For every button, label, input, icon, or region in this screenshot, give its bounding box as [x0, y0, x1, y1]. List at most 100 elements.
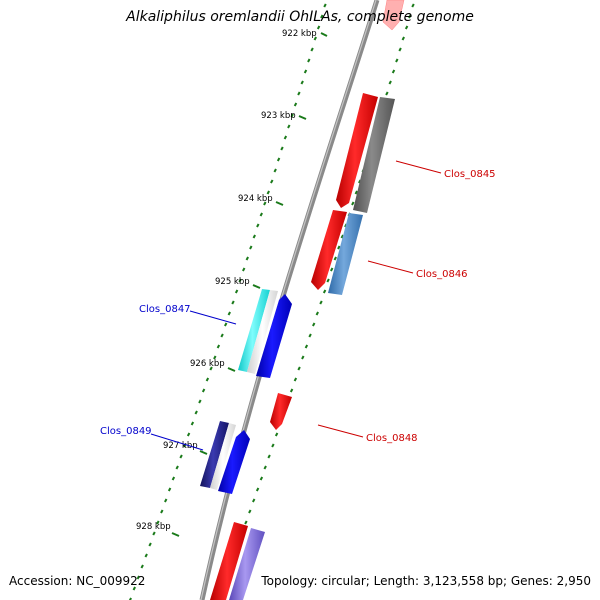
track-dot	[213, 355, 217, 360]
track-dot	[248, 509, 252, 514]
track-dot	[244, 520, 248, 525]
track-dot	[209, 366, 213, 371]
track-dot	[140, 564, 144, 569]
gene-label-text: Clos_0849	[100, 426, 152, 437]
track-dot	[340, 234, 344, 239]
track-dot	[313, 36, 317, 41]
track-dot	[408, 14, 412, 19]
track-dot	[234, 289, 239, 294]
track-dot	[391, 69, 396, 74]
track-dot	[220, 333, 224, 338]
track-dot	[194, 410, 198, 415]
track-dot	[307, 58, 311, 63]
kbp-tick-922: 922 kbp	[282, 29, 328, 39]
kbp-label: 925 kbp	[215, 277, 250, 287]
clos-0849-stripe	[210, 423, 236, 490]
map-title: Alkaliphilus oremlandii OhILAs, complete…	[126, 9, 474, 25]
track-dot	[297, 366, 301, 371]
track-dot	[263, 465, 267, 470]
track-dot	[271, 443, 275, 448]
kbp-tick-927: 927 kbp	[163, 441, 208, 455]
feature-top-partial[interactable]	[382, 0, 405, 31]
kbp-label: 922 kbp	[282, 29, 317, 39]
track-dot	[385, 91, 389, 96]
track-dot	[259, 212, 263, 217]
track-dot	[190, 421, 195, 426]
track-dot	[388, 80, 392, 85]
track-dot	[148, 542, 152, 547]
track-dot	[245, 256, 249, 261]
gene-label-clos-0849[interactable]: Clos_0849	[100, 426, 204, 451]
track-dot	[152, 531, 156, 536]
gene-label-clos-0848[interactable]: Clos_0848	[317, 424, 418, 444]
track-dot	[205, 377, 210, 382]
genome-backbone	[199, 0, 380, 600]
clos-0848-cds[interactable]	[270, 393, 292, 430]
track-dot	[395, 58, 399, 63]
track-dot	[171, 476, 176, 481]
track-dot	[283, 135, 288, 140]
genome-summary-text: Topology: circular; Length: 3,123,558 bp…	[261, 574, 591, 588]
clos-0847-cds[interactable]	[256, 294, 292, 378]
kbp-label: 923 kbp	[261, 111, 296, 121]
track-dot	[238, 278, 242, 283]
track-dot	[136, 575, 140, 580]
track-dot	[300, 80, 304, 85]
gene-label-clos-0846[interactable]: Clos_0846	[367, 260, 468, 280]
track-dot	[252, 498, 256, 503]
kbp-label: 927 kbp	[163, 441, 198, 451]
clos-0847-stripe	[247, 290, 278, 374]
track-dot	[160, 509, 164, 514]
track-dot	[303, 69, 308, 74]
track-dot	[175, 465, 179, 470]
track-dot	[326, 278, 330, 283]
track-dot	[255, 487, 260, 492]
track-dot	[242, 267, 246, 272]
track-dot	[266, 190, 270, 195]
track-dot	[273, 168, 277, 173]
clos-0845-cds[interactable]	[336, 93, 378, 208]
track-dot	[293, 377, 298, 382]
track-dot	[411, 3, 415, 8]
track-dot	[287, 124, 291, 129]
clos-0847-cog[interactable]	[238, 289, 270, 372]
gene-label-clos-0845[interactable]: Clos_0845	[395, 160, 496, 180]
track-dot	[308, 333, 312, 338]
track-dot	[256, 223, 260, 228]
kbp-tick-928: 928 kbp	[136, 522, 180, 537]
track-dot	[259, 476, 264, 481]
track-dot	[186, 432, 191, 437]
track-dot	[290, 113, 294, 118]
track-dot	[337, 245, 341, 250]
track-dot	[398, 47, 402, 52]
track-dot	[167, 487, 172, 492]
gene-label-clos-0847[interactable]: Clos_0847	[139, 304, 237, 325]
track-dot	[216, 344, 221, 349]
track-dot	[322, 289, 327, 294]
track-dot	[231, 300, 235, 305]
track-dot	[263, 201, 267, 206]
track-dot	[293, 102, 298, 107]
track-dot	[319, 300, 323, 305]
kbp-tick-923: 923 kbp	[261, 111, 307, 121]
track-dot	[330, 267, 334, 272]
track-dot	[267, 454, 271, 459]
clos-0846-cds[interactable]	[311, 210, 347, 290]
kbp-tick-924: 924 kbp	[238, 194, 284, 206]
track-dot	[354, 190, 358, 195]
clos-0849-cds[interactable]	[218, 430, 250, 494]
track-dot	[404, 25, 409, 30]
track-dot	[276, 157, 281, 162]
clos-0845-cog[interactable]	[353, 97, 395, 213]
track-dot	[351, 201, 355, 206]
track-dot	[249, 245, 253, 250]
clos-0849-cog[interactable]	[200, 421, 229, 488]
track-dot	[227, 311, 231, 316]
track-dot	[156, 520, 160, 525]
feature-bottom-cog[interactable]	[229, 528, 265, 600]
kbp-label: 924 kbp	[238, 194, 273, 204]
clos-0846-cog[interactable]	[328, 213, 363, 295]
feature-bottom-cds[interactable]	[210, 522, 248, 600]
track-dot	[164, 498, 168, 503]
track-dot	[301, 355, 305, 360]
